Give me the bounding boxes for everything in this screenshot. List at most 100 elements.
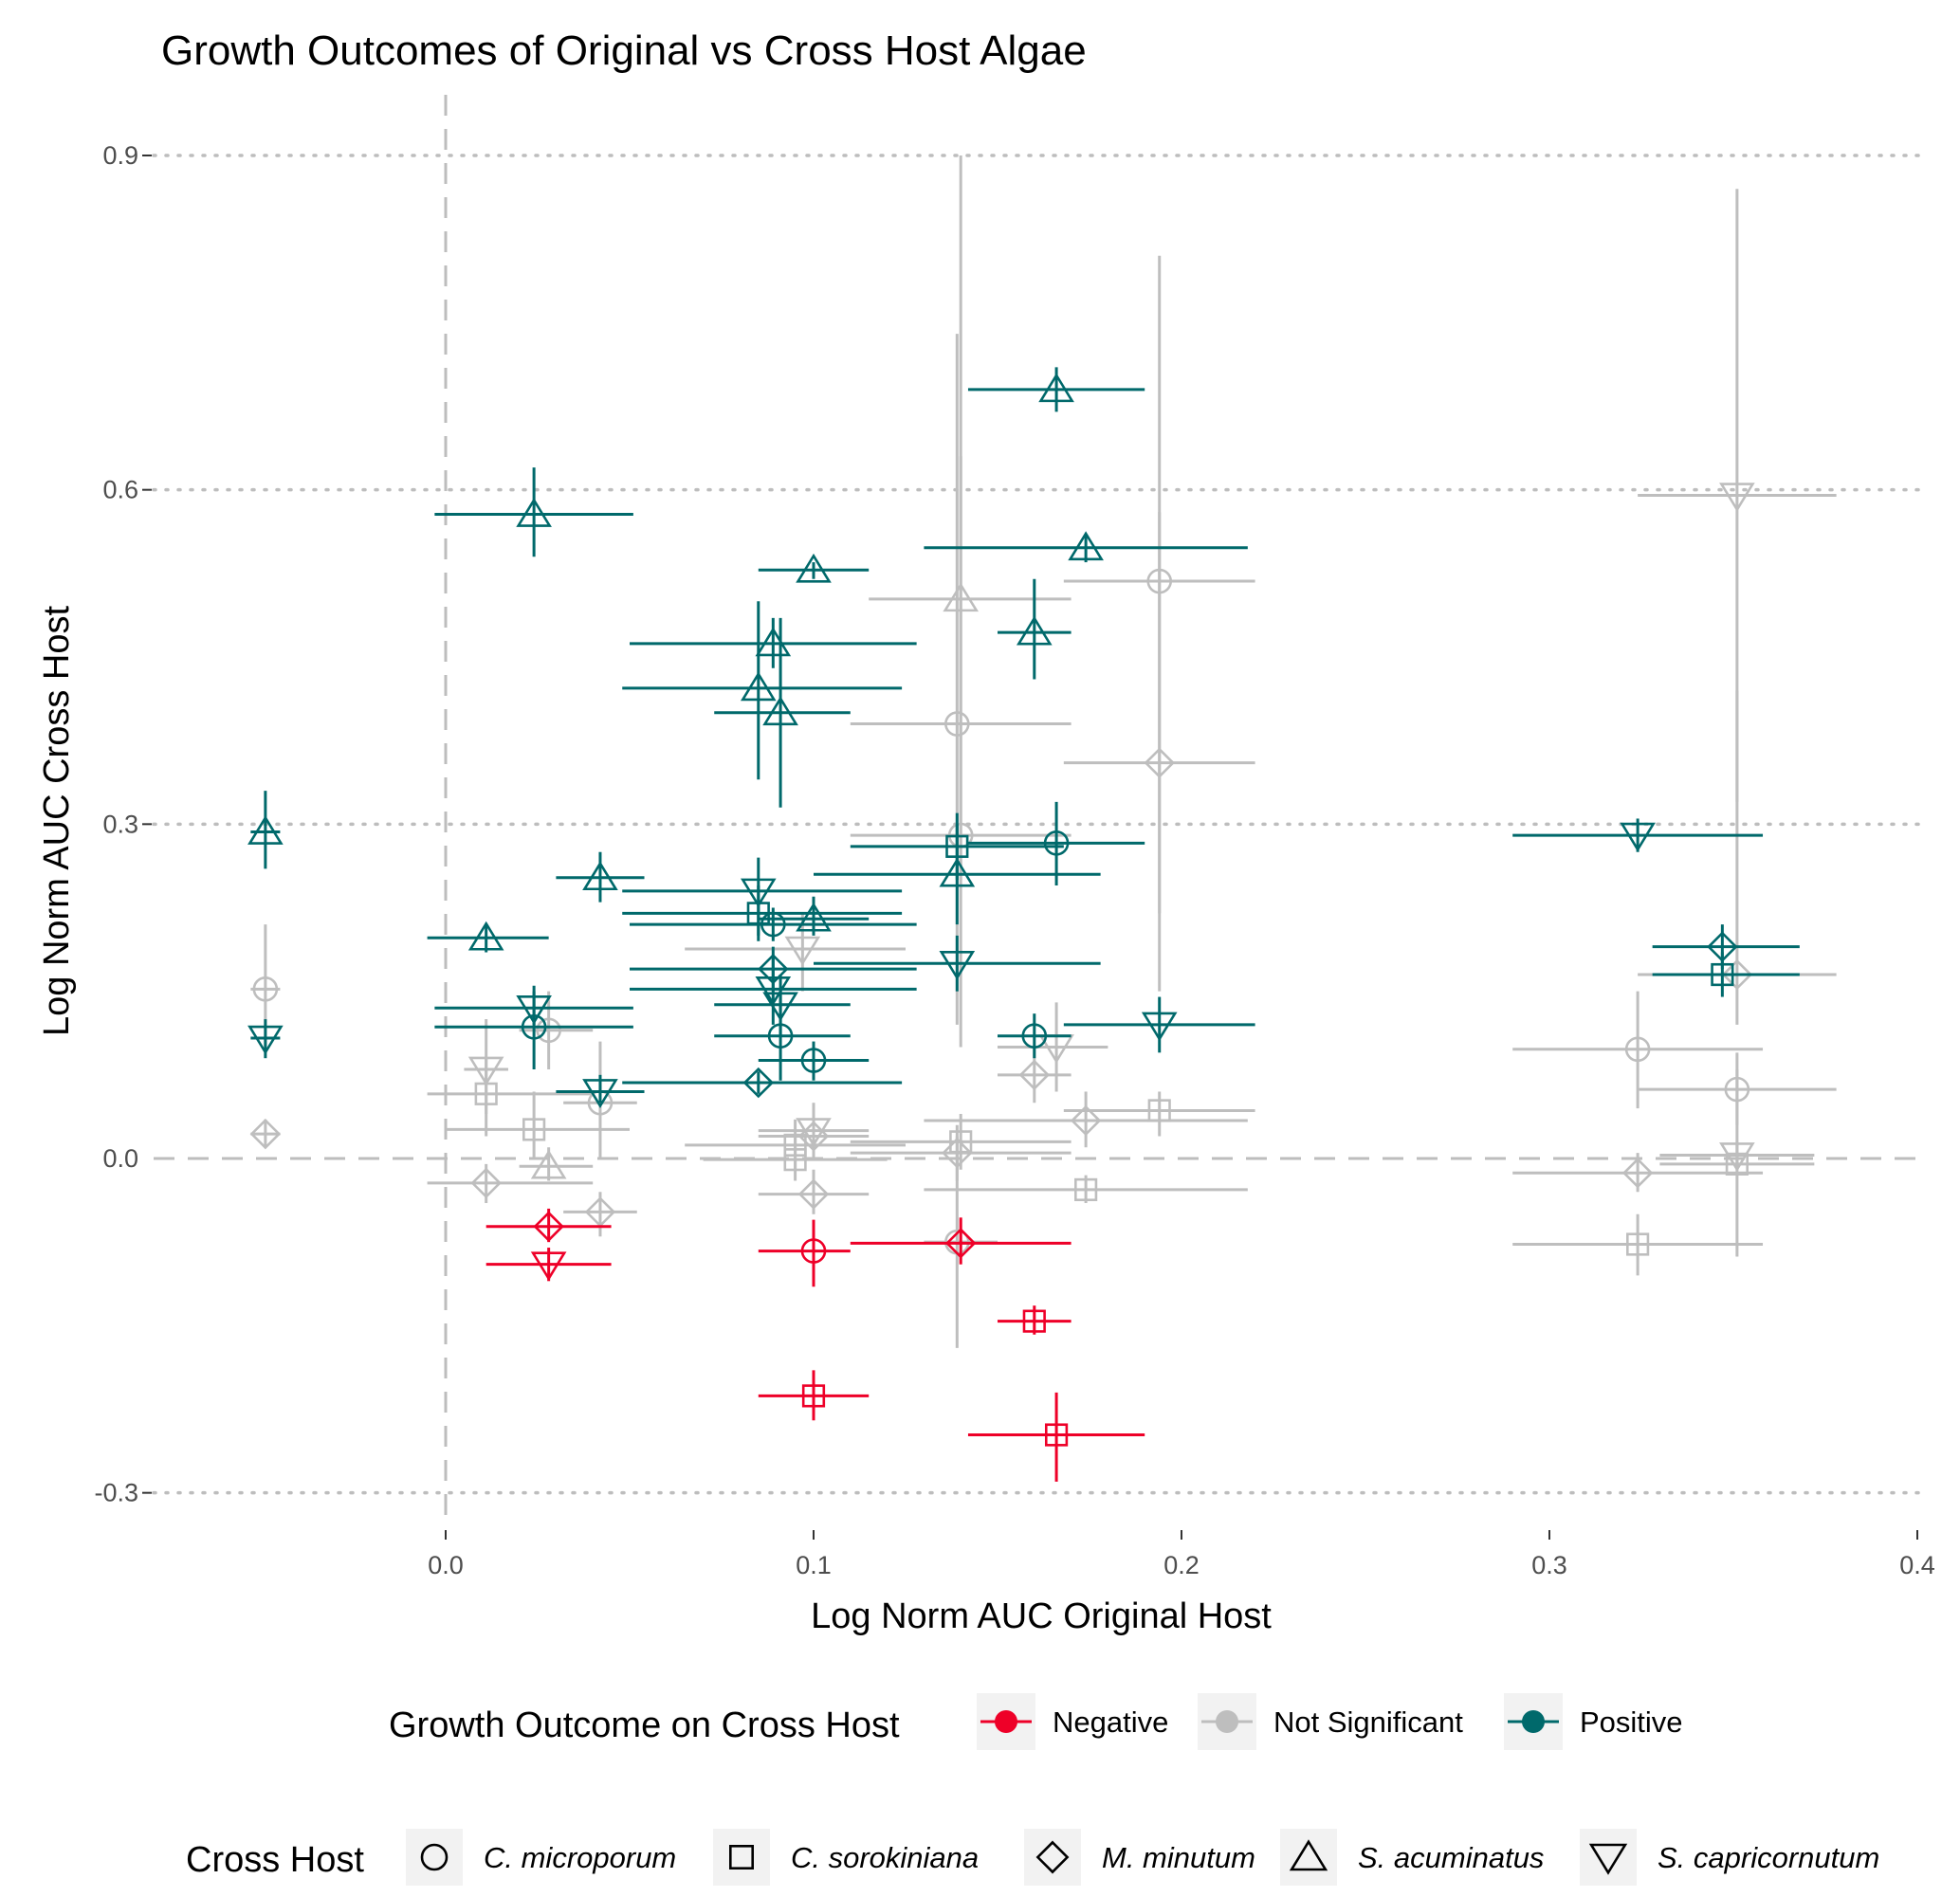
- data-point: [247, 791, 284, 869]
- point-marker-triangle-down: [467, 1056, 504, 1086]
- data-point: [1652, 952, 1800, 997]
- data-point: [1512, 818, 1764, 852]
- point-marker-circle: [760, 911, 786, 938]
- point-marker-diamond: [470, 1167, 502, 1199]
- point-marker-triangle-down: [1620, 822, 1656, 852]
- point-marker-square: [1074, 1177, 1098, 1202]
- point-marker-circle: [800, 1238, 827, 1264]
- point-marker-circle: [1021, 1023, 1048, 1049]
- data-point: [714, 991, 851, 1081]
- data-point: [249, 1118, 282, 1150]
- point-marker-diamond: [1018, 1059, 1051, 1091]
- point-marker-circle: [536, 1017, 561, 1044]
- point-marker-triangle-down: [530, 1251, 567, 1282]
- data-point: [758, 553, 870, 583]
- point-marker-square: [1022, 1309, 1046, 1333]
- point-marker-diamond: [533, 1211, 564, 1242]
- legend-key-dot: [1522, 1710, 1545, 1733]
- legend-host-label: C. sorokiniana: [791, 1841, 979, 1874]
- point-marker-diamond: [1144, 747, 1175, 778]
- data-point: [622, 601, 903, 780]
- data-point: [998, 1305, 1072, 1335]
- data-point: [556, 1074, 645, 1108]
- data-point: [556, 851, 645, 903]
- y-axis-title: Log Norm AUC Cross Host: [37, 606, 77, 1036]
- legend-host-item: S. capricornutum: [1580, 1829, 1879, 1886]
- legend-key-square: [728, 1845, 754, 1870]
- data-point: [714, 617, 851, 808]
- point-marker-triangle-down: [582, 1079, 618, 1108]
- point-marker-diamond: [797, 1178, 830, 1210]
- x-tick-label: 0.1: [796, 1551, 832, 1579]
- legend-outcome-item: Negative: [977, 1693, 1168, 1750]
- data-point: [434, 985, 633, 1069]
- point-marker-square: [1147, 1099, 1171, 1122]
- x-tick-label: 0.0: [428, 1551, 464, 1579]
- point-marker-diamond: [249, 1118, 282, 1150]
- point-marker-triangle-down: [740, 878, 777, 908]
- axes: 0.0 0.1 0.2 0.3 0.4 -0.3 0.3 0.6 0.9 0.0: [94, 141, 1934, 1579]
- legend-host-title: Cross Host: [186, 1840, 364, 1880]
- point-marker-diamond: [742, 1067, 775, 1099]
- point-marker-diamond: [1621, 1158, 1654, 1189]
- chart-title: Growth Outcomes of Original vs Cross Hos…: [161, 27, 1087, 74]
- y-tick-label-zero: 0.0: [102, 1144, 138, 1173]
- data-point: [814, 935, 1101, 992]
- point-marker-circle: [944, 711, 970, 737]
- data-point: [1659, 1068, 1815, 1257]
- data-point: [1512, 1213, 1764, 1276]
- data-point: [998, 578, 1072, 680]
- data-point: [1063, 512, 1255, 992]
- legend-outcome-label: Positive: [1580, 1705, 1683, 1739]
- y-tick-label: 0.6: [102, 476, 138, 504]
- data-point: [519, 1147, 594, 1181]
- point-marker-triangle-down: [784, 936, 821, 966]
- point-marker-triangle-down: [939, 950, 976, 980]
- legend-key-circle: [420, 1843, 449, 1871]
- point-marker-triangle-up: [943, 582, 980, 612]
- data-point: [758, 1041, 870, 1081]
- x-tick-label: 0.4: [1899, 1551, 1935, 1579]
- point-marker-circle: [1624, 1036, 1651, 1063]
- point-marker-square: [783, 1148, 807, 1172]
- legend-key-bg: [406, 1829, 463, 1886]
- data-point: [758, 896, 870, 936]
- data-point: [967, 367, 1145, 412]
- data-point: [924, 531, 1248, 563]
- data-point: [630, 907, 917, 941]
- point-marker-circle: [521, 1013, 547, 1040]
- data-point: [814, 824, 1101, 925]
- data-point: [758, 1169, 870, 1214]
- legend-host-item: M. minutum: [1024, 1829, 1255, 1886]
- point-marker-triangle-up: [762, 696, 798, 726]
- point-marker-diamond: [944, 1228, 977, 1259]
- point-marker-triangle-down: [1719, 483, 1755, 513]
- data-point: [967, 1392, 1145, 1482]
- point-marker-circle: [1043, 830, 1070, 856]
- legend-key-bg: [713, 1829, 770, 1886]
- x-tick-label: 0.3: [1531, 1551, 1567, 1579]
- point-marker-square: [1711, 962, 1734, 987]
- point-marker-square: [522, 1118, 546, 1141]
- data-point: [967, 801, 1145, 885]
- point-marker-circle: [767, 1023, 794, 1049]
- legend-host-label: S. acuminatus: [1358, 1841, 1544, 1874]
- data-points: [247, 155, 1837, 1482]
- point-marker-triangle-up: [247, 815, 284, 845]
- data-point: [685, 913, 906, 992]
- point-marker-square: [1626, 1232, 1650, 1256]
- legend-key-triangle-up: [1289, 1839, 1328, 1871]
- point-marker-triangle-up: [796, 902, 832, 932]
- data-point: [1063, 996, 1255, 1053]
- point-marker-diamond: [1070, 1104, 1102, 1137]
- point-marker-triangle-up: [516, 498, 552, 527]
- y-tick-label: 0.9: [102, 141, 138, 170]
- point-marker-triangle-up: [530, 1149, 567, 1179]
- data-point: [519, 991, 594, 1069]
- point-marker-circle: [252, 976, 279, 1002]
- legend-outcome-label: Negative: [1053, 1705, 1168, 1739]
- legend-host-label: M. minutum: [1102, 1841, 1255, 1874]
- data-point: [485, 1208, 612, 1243]
- point-marker-triangle-up: [467, 921, 504, 951]
- point-marker-triangle-down: [247, 1025, 284, 1055]
